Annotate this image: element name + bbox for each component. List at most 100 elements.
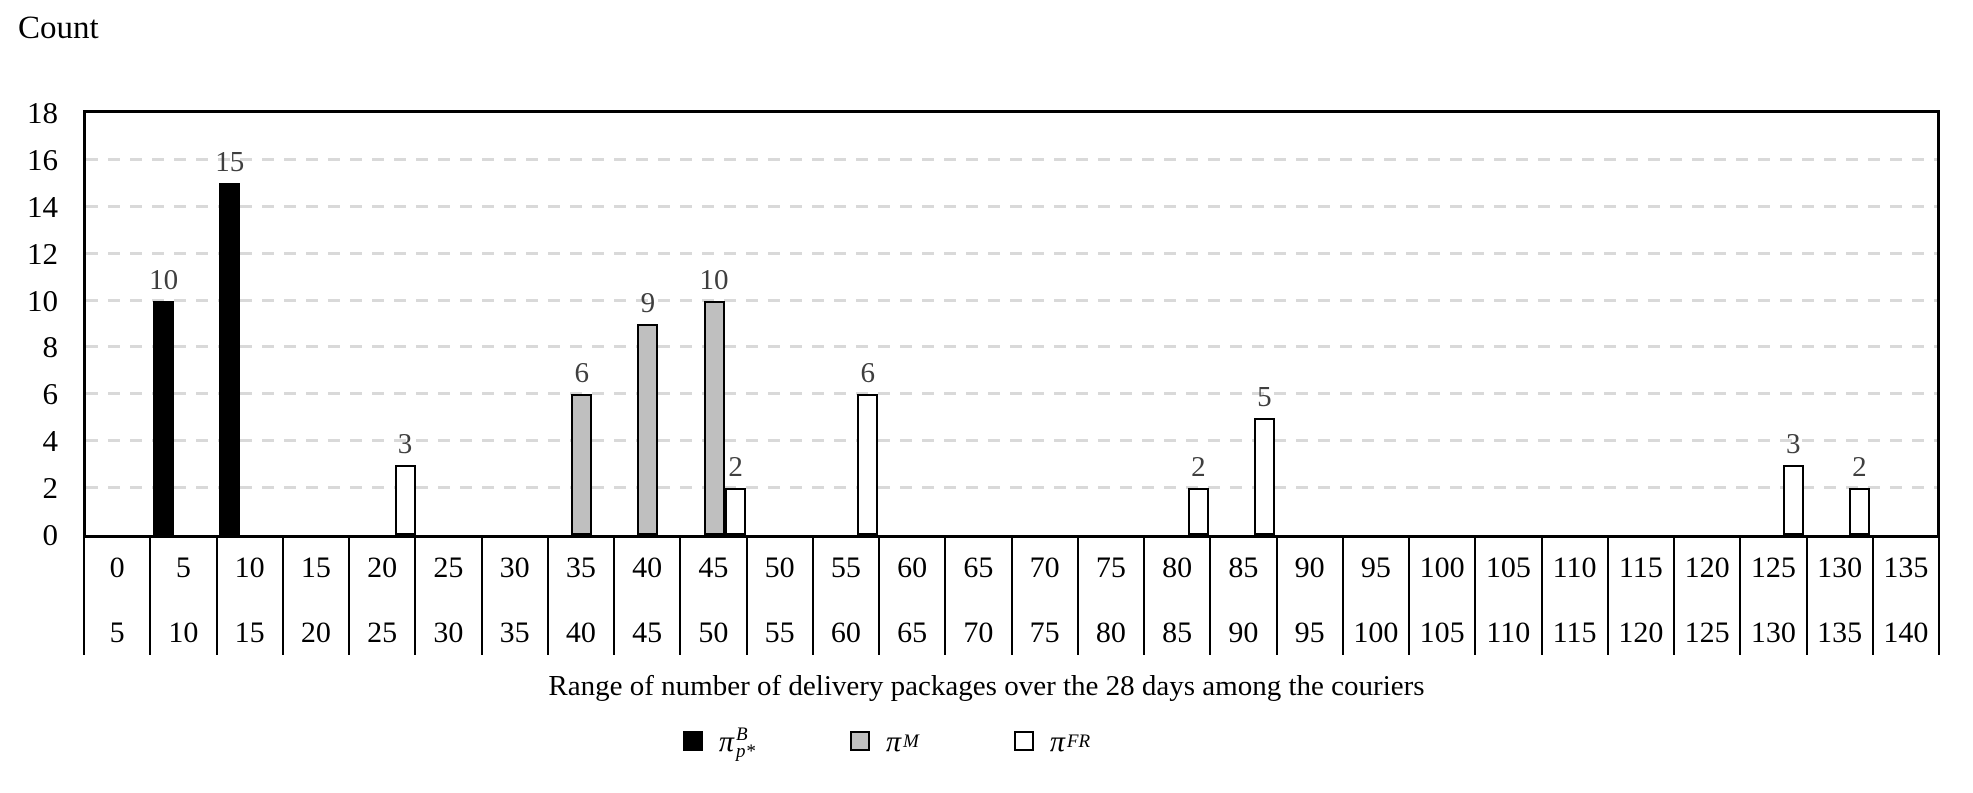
bar-pi-FR-bin-125 <box>1782 464 1804 535</box>
bin-label-top: 115 <box>1618 551 1663 584</box>
bin-cell-5-10: 5 10 <box>149 538 215 655</box>
bin-label-top: 10 <box>234 551 265 584</box>
bin-label-top: 85 <box>1228 551 1259 584</box>
plot-area: 10 15 6 9 10 3 2 6 2 5 3 2 <box>83 110 1940 538</box>
bin-cell-125-130: 125 130 <box>1739 538 1805 655</box>
gridline <box>86 486 1937 490</box>
bin-label-top: 20 <box>367 551 398 584</box>
bin-cell-85-90: 85 90 <box>1209 538 1275 655</box>
y-tick-label: 8 <box>42 329 59 365</box>
bin-label-top: 100 <box>1419 551 1465 584</box>
bin-label-bottom: 110 <box>1486 616 1531 649</box>
bar-value-label: 6 <box>574 357 590 390</box>
bin-label-top: 25 <box>433 551 464 584</box>
bar-pi-FR-bin-85 <box>1253 417 1275 535</box>
y-tick-label: 12 <box>27 235 58 271</box>
y-tick-label: 0 <box>42 517 59 552</box>
bin-label-bottom: 140 <box>1883 616 1929 649</box>
y-axis: 0 2 4 6 8 10 12 14 16 18 <box>0 97 59 551</box>
bin-cell-100-105: 100 105 <box>1408 538 1474 655</box>
bar-pi-FR-bin-45 <box>725 488 747 535</box>
y-tick-label: 2 <box>42 470 59 506</box>
bin-label-bottom: 105 <box>1419 616 1465 649</box>
bin-label-top: 105 <box>1485 551 1531 584</box>
bar-value-label: 6 <box>860 357 876 390</box>
bin-label-top: 35 <box>565 551 596 584</box>
bar-value-label: 5 <box>1257 380 1272 413</box>
bin-label-top: 90 <box>1294 551 1325 584</box>
bin-label-top: 75 <box>1095 551 1126 584</box>
legend-item-pi-FR: π FR <box>1013 724 1091 758</box>
bin-cell-90-95: 90 95 <box>1275 538 1342 655</box>
bin-label-top: 30 <box>499 551 530 584</box>
y-tick-label: 14 <box>27 188 58 224</box>
bin-label-bottom: 55 <box>764 616 795 649</box>
bin-label-top: 50 <box>764 551 795 584</box>
bin-label-bottom: 75 <box>1029 616 1060 649</box>
bin-label-top: 110 <box>1552 551 1597 584</box>
bin-label-top: 70 <box>1029 551 1060 584</box>
y-tick-label: 4 <box>42 423 59 459</box>
bar-pi-M-bin-45 <box>703 300 725 535</box>
bar-value-label: 2 <box>728 451 743 484</box>
bin-cell-70-75: 70 75 <box>1010 538 1077 655</box>
bin-label-bottom: 135 <box>1817 616 1863 649</box>
bin-label-bottom: 130 <box>1750 616 1796 649</box>
bin-label-top: 135 <box>1883 551 1929 584</box>
y-tick-label: 10 <box>27 282 58 318</box>
bin-label-bottom: 90 <box>1228 616 1259 649</box>
bar-pi-B-pstar-bin-10 <box>219 183 241 535</box>
bin-cell-95-100: 95 100 <box>1341 538 1408 655</box>
legend-label-pi-FR: π FR <box>1049 724 1091 758</box>
x-axis-bin-table: 0 5 5 10 10 15 15 20 20 25 25 30 30 35 35 40 40 45 45 50 50 5… <box>83 538 1940 655</box>
bin-label-bottom: 125 <box>1684 616 1730 649</box>
bin-cell-65-70: 65 70 <box>944 538 1010 655</box>
bin-cell-30-35: 30 35 <box>480 538 547 655</box>
bin-label-top: 5 <box>175 551 191 584</box>
bin-cell-20-25: 20 25 <box>348 538 414 655</box>
bin-label-top: 95 <box>1360 551 1391 584</box>
bin-cell-25-30: 25 30 <box>414 538 480 655</box>
bin-label-top: 15 <box>300 551 331 584</box>
bin-cell-15-20: 15 20 <box>281 538 348 655</box>
bin-label-top: 130 <box>1817 551 1863 584</box>
bin-cell-50-55: 50 55 <box>745 538 812 655</box>
bin-label-bottom: 25 <box>367 616 398 649</box>
bar-pi-FR-bin-55 <box>857 394 879 535</box>
bin-label-top: 80 <box>1162 551 1193 584</box>
bar-pi-M-bin-35 <box>571 394 593 535</box>
bin-cell-130-135: 130 135 <box>1805 538 1872 655</box>
bin-cell-110-115: 110 115 <box>1540 538 1607 655</box>
bar-value-label: 10 <box>149 263 179 296</box>
bin-cell-40-45: 40 45 <box>613 538 679 655</box>
bar-pi-M-bin-40 <box>637 324 659 535</box>
bin-label-bottom: 5 <box>109 616 125 649</box>
bin-label-bottom: 85 <box>1162 616 1193 649</box>
bar-pi-B-pstar-bin-5 <box>153 300 175 535</box>
bin-label-bottom: 115 <box>1552 616 1597 649</box>
bin-label-top: 120 <box>1684 551 1730 584</box>
bar-value-label: 3 <box>1786 427 1801 460</box>
bin-label-top: 0 <box>109 551 125 584</box>
y-axis-title: Count <box>18 10 99 46</box>
x-axis-title: Range of number of delivery packages ove… <box>548 670 1425 702</box>
bin-label-bottom: 70 <box>963 616 994 649</box>
bin-cell-35-40: 35 40 <box>546 538 613 655</box>
bar-value-label: 2 <box>1852 451 1867 484</box>
bin-label-bottom: 95 <box>1294 616 1325 649</box>
bar-value-label: 2 <box>1191 451 1206 484</box>
bin-cell-55-60: 55 60 <box>811 538 878 655</box>
bin-cell-60-65: 60 65 <box>878 538 944 655</box>
bin-cell-135-140: 135 140 <box>1871 538 1938 655</box>
bar-value-label: 10 <box>699 263 729 296</box>
bin-label-bottom: 15 <box>234 616 265 649</box>
bin-label-top: 65 <box>963 551 994 584</box>
bar-pi-FR-bin-130 <box>1848 488 1870 535</box>
bin-cell-45-50: 45 50 <box>679 538 745 655</box>
gridline <box>86 204 1937 208</box>
bin-cell-120-125: 120 125 <box>1673 538 1739 655</box>
bar-value-label: 9 <box>640 287 656 319</box>
